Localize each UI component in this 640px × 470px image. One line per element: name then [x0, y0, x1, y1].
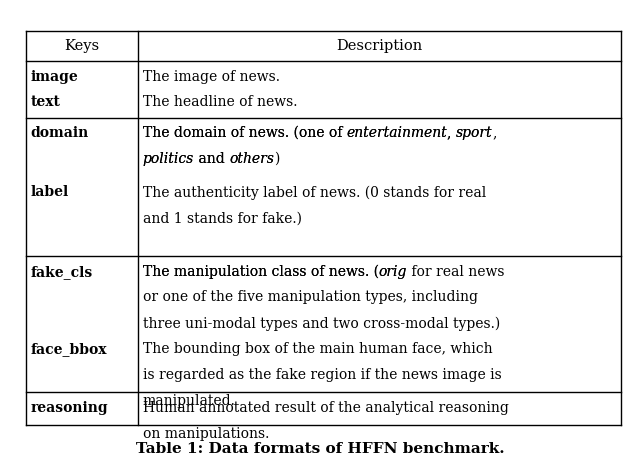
Text: Keys: Keys — [64, 39, 99, 53]
Text: on manipulations.: on manipulations. — [143, 427, 269, 441]
Text: ,: , — [447, 126, 456, 140]
Text: politics: politics — [143, 152, 194, 166]
Text: Human annotated result of the analytical reasoning: Human annotated result of the analytical… — [143, 401, 509, 415]
Text: and: and — [194, 152, 229, 166]
Text: The manipulation class of news. (: The manipulation class of news. ( — [143, 265, 379, 279]
Text: The manipulation class of news. (: The manipulation class of news. ( — [143, 265, 379, 279]
Text: The bounding box of the main human face, which: The bounding box of the main human face,… — [143, 342, 492, 356]
Text: The domain of news. (one of: The domain of news. (one of — [143, 126, 346, 140]
Text: label: label — [31, 186, 69, 199]
Text: ,: , — [447, 126, 456, 140]
Text: others: others — [229, 152, 274, 166]
Text: ): ) — [274, 152, 279, 166]
Text: The headline of news.: The headline of news. — [143, 95, 297, 110]
Text: others: others — [229, 152, 274, 166]
Text: The authenticity label of news. (0 stands for real: The authenticity label of news. (0 stand… — [143, 186, 486, 200]
Text: orig: orig — [379, 265, 407, 279]
Text: domain: domain — [31, 126, 89, 140]
Text: sport: sport — [456, 126, 493, 140]
Text: sport: sport — [456, 126, 493, 140]
Text: The image of news.: The image of news. — [143, 70, 280, 84]
Text: fake_cls: fake_cls — [31, 265, 93, 279]
Text: Table 1: Data formats of HFFN benchmark.: Table 1: Data formats of HFFN benchmark. — [136, 442, 504, 456]
Text: is regarded as the fake region if the news image is: is regarded as the fake region if the ne… — [143, 368, 502, 382]
Text: entertainment: entertainment — [346, 126, 447, 140]
Text: The domain of news. (one of: The domain of news. (one of — [143, 126, 346, 140]
Text: reasoning: reasoning — [31, 401, 108, 415]
Text: for real news: for real news — [407, 265, 504, 279]
Text: entertainment: entertainment — [346, 126, 447, 140]
Text: or one of the five manipulation types, including: or one of the five manipulation types, i… — [143, 290, 477, 305]
Text: manipulated.: manipulated. — [143, 394, 236, 408]
Text: image: image — [31, 70, 79, 84]
Text: politics: politics — [143, 152, 194, 166]
Text: and 1 stands for fake.): and 1 stands for fake.) — [143, 212, 301, 225]
Text: orig: orig — [379, 265, 407, 279]
Text: and: and — [194, 152, 229, 166]
Text: face_bbox: face_bbox — [31, 342, 108, 356]
Text: Description: Description — [336, 39, 422, 53]
Text: text: text — [31, 95, 61, 110]
Text: ,: , — [493, 126, 497, 140]
Text: three uni-modal types and two cross-modal types.): three uni-modal types and two cross-moda… — [143, 316, 500, 331]
